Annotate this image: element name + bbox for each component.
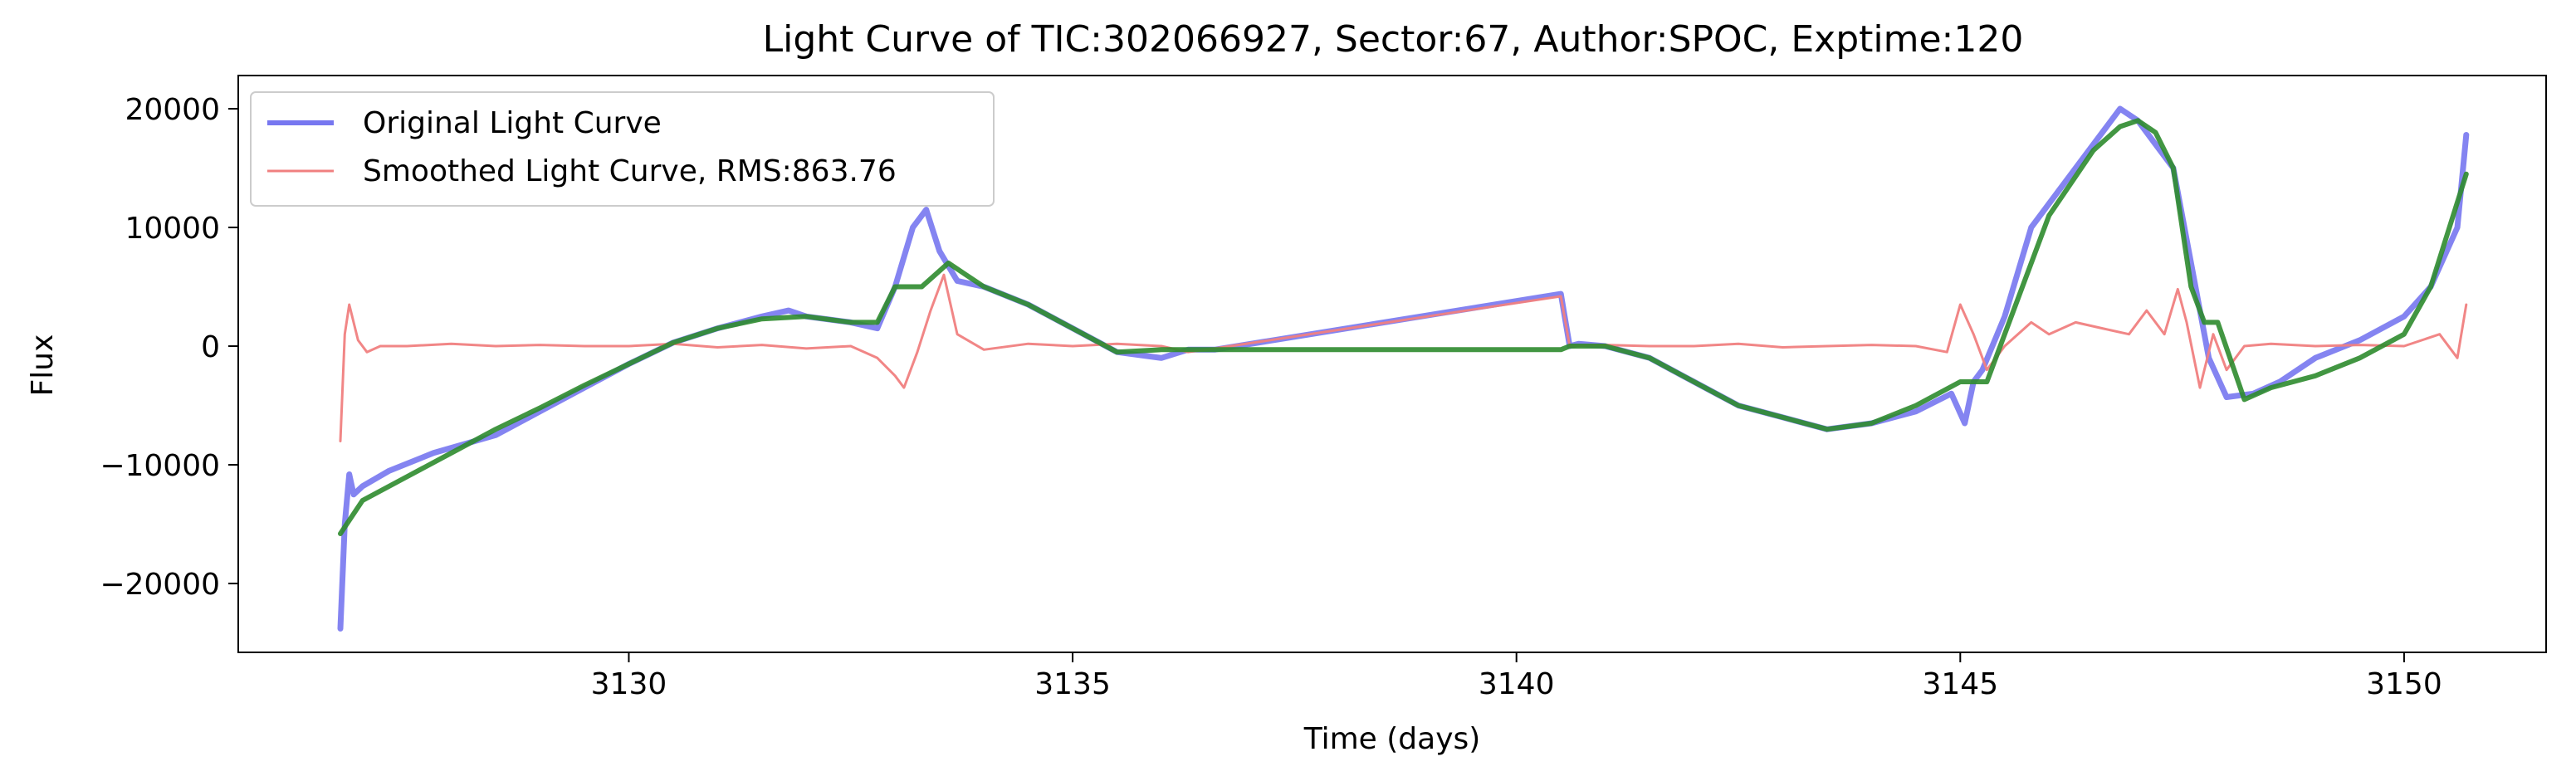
y-tick-label: 20000 [125,93,220,127]
y-tick-label: 10000 [125,212,220,246]
y-axis-label: Flux [26,334,60,397]
x-tick-label: 3135 [1034,667,1111,701]
x-tick-label: 3140 [1479,667,1555,701]
chart-title: Light Curve of TIC:302066927, Sector:67,… [763,18,2024,61]
x-tick-label: 3145 [1922,667,1998,701]
x-tick-label: 3130 [591,667,667,701]
series-line-trend [338,118,2469,536]
x-tick-label: 3150 [2366,667,2442,701]
legend-label-smoothed: Smoothed Light Curve, RMS:863.76 [363,154,897,188]
legend-label-original: Original Light Curve [363,106,662,140]
y-tick-label: 0 [201,330,220,364]
x-axis-label: Time (days) [1303,722,1481,756]
y-tick-label: −20000 [100,568,220,602]
plot-area-frame [237,75,2547,653]
legend-box [250,91,995,207]
y-tick-label: −10000 [100,449,220,483]
legend: Original Light Curve Smoothed Light Curv… [250,91,995,207]
